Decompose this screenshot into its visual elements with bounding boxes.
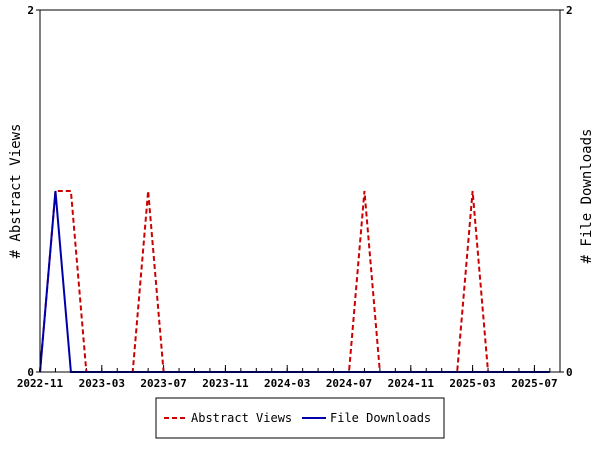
y-right-tick-label-max: 2 [566,4,573,17]
x-tick-label: 2022-11 [17,377,64,390]
legend-box [155,397,445,439]
x-tick-label: 2023-07 [140,377,186,390]
legend-label-file-downloads: File Downloads [330,411,431,425]
x-tick-label: 2023-11 [202,377,249,390]
y-left-axis-title: # Abstract Views [8,124,24,259]
y-right-tick-label-min: 0 [566,366,573,379]
x-tick-label: 2023-03 [79,377,125,390]
chart-marks: 2022-11 2023-03 2023-07 2023-11 2024-03 2024-… [17,9,564,390]
y-left-tick-label-min: 0 [27,366,34,379]
plot-frame [39,9,561,373]
legend-label-abstract-views: Abstract Views [191,411,292,425]
x-tick-label: 2025-07 [511,377,557,390]
plot-area [39,9,561,373]
legend: Abstract Views File Downloads [155,397,445,439]
x-tick-label: 2024-11 [388,377,435,390]
x-tick-label: 2024-07 [326,377,372,390]
y-left-tick-label-max: 2 [27,4,34,17]
x-tick-label: 2025-03 [449,377,495,390]
x-tick-label: 2024-03 [264,377,310,390]
y-right-axis-title: # File Downloads [579,129,595,264]
